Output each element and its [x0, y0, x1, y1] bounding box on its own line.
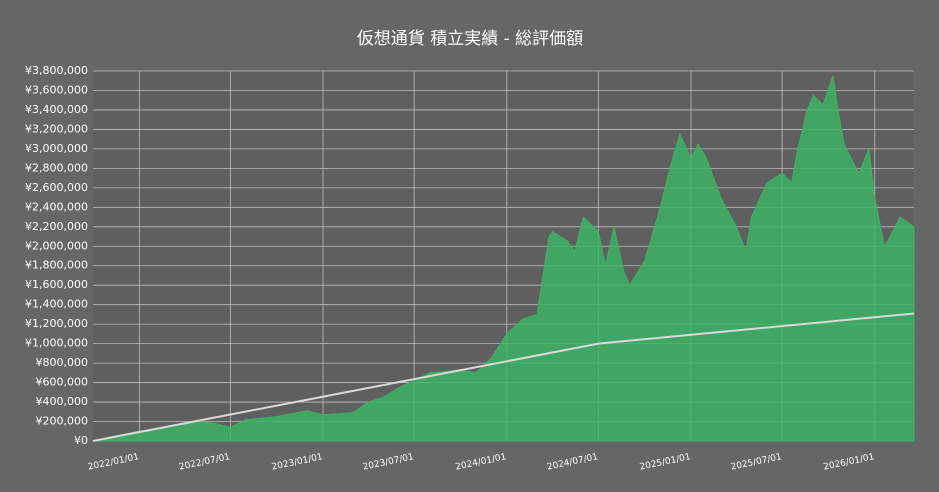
x-tick-label: 2023/07/01 — [362, 452, 415, 473]
x-tick-label: 2025/07/01 — [730, 452, 783, 473]
x-tick-label: 2022/07/01 — [178, 452, 231, 473]
chart-title: 仮想通貨 積立実績 - 総評価額 — [357, 29, 583, 49]
value-area — [92, 75, 915, 442]
y-tick-label: ¥3,800,000 — [25, 64, 88, 77]
y-tick-label: ¥2,600,000 — [25, 181, 88, 194]
x-tick-label: 2022/01/01 — [87, 452, 140, 473]
y-tick-label: ¥3,000,000 — [25, 142, 88, 155]
y-tick-label: ¥600,000 — [36, 376, 89, 389]
y-tick-label: ¥2,800,000 — [25, 161, 88, 174]
x-tick-label: 2024/07/01 — [546, 452, 599, 473]
y-tick-label: ¥1,600,000 — [25, 278, 88, 291]
x-tick-label: 2025/01/01 — [639, 452, 692, 473]
y-tick-label: ¥3,600,000 — [25, 83, 88, 96]
y-tick-label: ¥3,400,000 — [25, 103, 88, 116]
x-tick-label: 2024/01/01 — [455, 452, 508, 473]
y-tick-label: ¥3,200,000 — [25, 122, 88, 135]
y-tick-label: ¥2,400,000 — [25, 200, 88, 213]
y-tick-label: ¥2,200,000 — [25, 220, 88, 233]
x-tick-label: 2023/01/01 — [271, 452, 324, 473]
x-tick-label: 2026/01/01 — [823, 452, 876, 473]
y-tick-label: ¥1,400,000 — [25, 298, 88, 311]
investment-line — [92, 312, 915, 442]
y-tick-label: ¥1,000,000 — [25, 337, 88, 350]
y-tick-label: ¥1,200,000 — [25, 317, 88, 330]
y-tick-label: ¥200,000 — [36, 415, 89, 428]
y-tick-label: ¥2,000,000 — [25, 239, 88, 252]
y-tick-label: ¥800,000 — [36, 356, 89, 369]
y-tick-label: ¥0 — [74, 434, 88, 447]
y-tick-label: ¥1,800,000 — [25, 259, 88, 272]
y-tick-label: ¥400,000 — [36, 395, 89, 408]
